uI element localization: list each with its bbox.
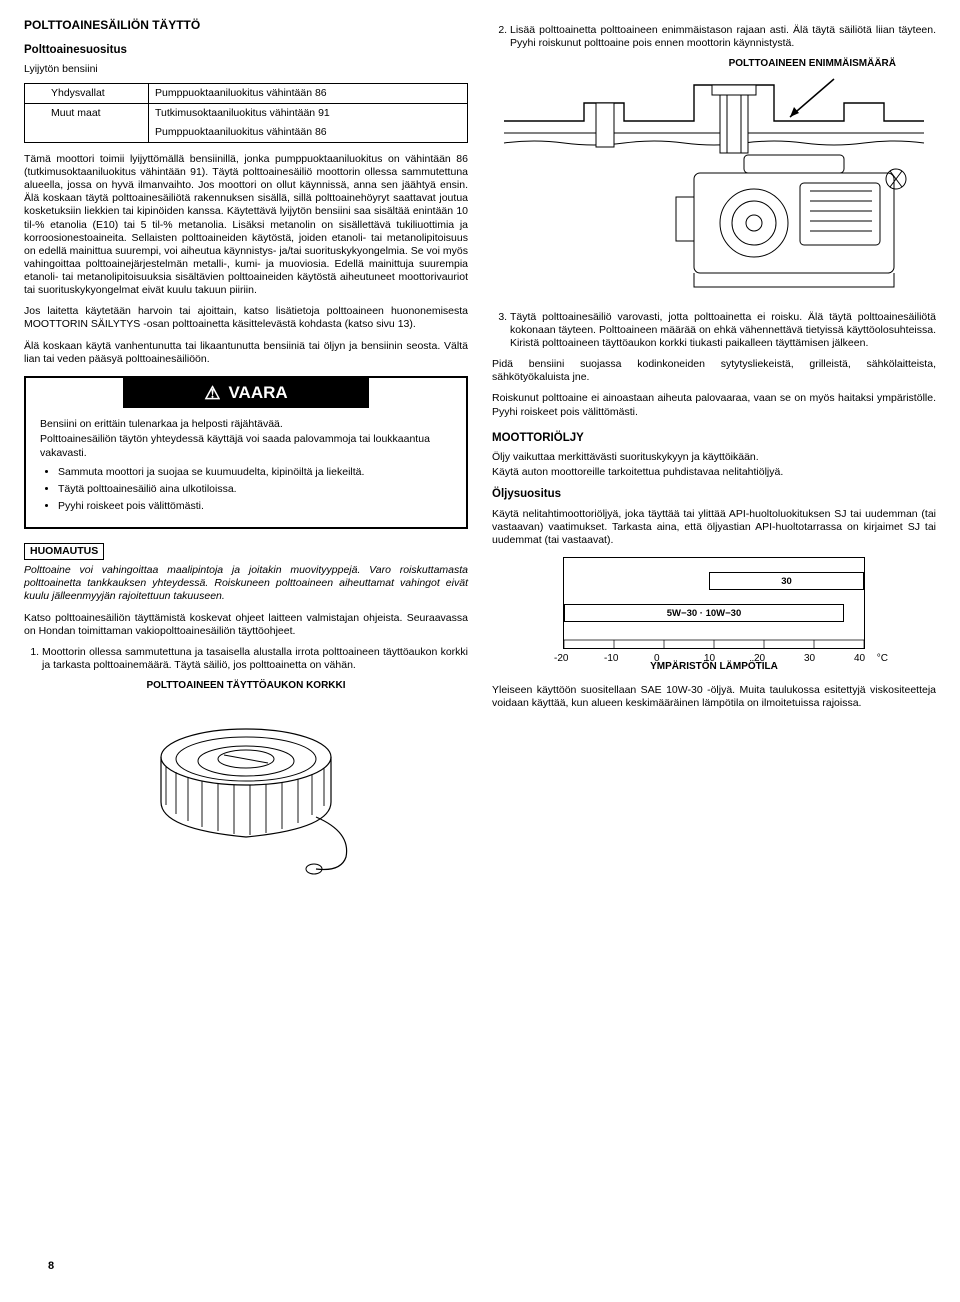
steps-right-2: Lisää polttoainetta polttoaineen enimmäi…	[492, 24, 936, 50]
tick-1: -10	[604, 653, 618, 666]
oil-bar-5w30: 5W−30 · 10W−30	[564, 604, 844, 622]
step-2: Lisää polttoainetta polttoaineen enimmäi…	[510, 24, 936, 50]
oil-p3: Käytä nelitahtimoottoriöljyä, joka täytt…	[492, 508, 936, 547]
cap-figure-label: POLTTOAINEEN TÄYTTÖAUKON KORKKI	[24, 680, 468, 693]
notice-paragraph: Polttoaine voi vahingoittaa maalipintoja…	[24, 564, 468, 603]
oil-title: MOOTTORIÖLJY	[492, 431, 936, 445]
tick-3: 10	[704, 653, 715, 666]
danger-li2: Täytä polttoainesäiliö aina ulkotiloissa…	[58, 483, 452, 496]
danger-li1: Sammuta moottori ja suojaa se kuumuudelt…	[58, 466, 452, 479]
oil-p1: Öljy vaikuttaa merkittävästi suorituskyk…	[492, 451, 936, 464]
danger-p2: Polttoainesäiliön täytön yhteydessä käyt…	[40, 433, 452, 459]
left-para-2: Jos laitetta käytetään harvoin tai ajoit…	[24, 305, 468, 331]
oil-sub: Öljysuositus	[492, 487, 936, 501]
fuel-cap-figure	[116, 697, 376, 877]
fuel-r1c1: Yhdysvallat	[25, 83, 149, 103]
fuel-rec-heading: Polttoainesuositus	[24, 43, 468, 57]
danger-li3: Pyyhi roiskeet pois välittömästi.	[58, 500, 452, 513]
fuel-r1c2: Pumppuoktaaniluokitus vähintään 86	[149, 83, 468, 103]
right-para-1: Pidä bensiini suojassa kodinkoneiden syt…	[492, 358, 936, 384]
oil-p2: Käytä auton moottoreille tarkoitettua pu…	[492, 466, 936, 479]
left-para-3: Älä koskaan käytä vanhentunutta tai lika…	[24, 340, 468, 366]
notice-badge: HUOMAUTUS	[24, 543, 104, 560]
steps-right-3: Täytä polttoainesäiliö varovasti, jotta …	[492, 311, 936, 350]
fuel-level-figure	[492, 73, 936, 303]
fuel-r2c2a: Tutkimusoktaaniluokitus vähintään 91	[149, 103, 468, 123]
tick-2: 0	[654, 653, 660, 666]
fuel-r2c2b: Pumppuoktaaniluokitus vähintään 86	[149, 123, 468, 143]
after-notice-paragraph: Katso polttoainesäiliön täyttämistä kosk…	[24, 612, 468, 638]
oil-p4: Yleiseen käyttöön suositellaan SAE 10W-3…	[492, 684, 936, 710]
left-title: POLTTOAINESÄILIÖN TÄYTTÖ	[24, 18, 468, 33]
steps-left: Moottorin ollessa sammutettuna ja tasais…	[24, 646, 468, 672]
page-number: 8	[48, 1260, 54, 1274]
warning-icon: ⚠	[204, 382, 220, 405]
tick-0: -20	[554, 653, 568, 666]
tick-unit: °C	[877, 653, 888, 666]
danger-word: VAARA	[228, 382, 287, 403]
fuel-table: Yhdysvallat Pumppuoktaaniluokitus vähint…	[24, 83, 468, 143]
tick-5: 30	[804, 653, 815, 666]
danger-header: ⚠ VAARA	[123, 378, 369, 409]
danger-p1: Bensiini on erittäin tulenarkaa ja helpo…	[40, 418, 452, 431]
left-para-1: Tämä moottori toimii lyijyttömällä bensi…	[24, 153, 468, 297]
fuel-row-header: Lyijytön bensiini	[24, 63, 468, 76]
step-3: Täytä polttoainesäiliö varovasti, jotta …	[510, 311, 936, 350]
tick-4: 20	[754, 653, 765, 666]
oil-chart: 30 5W−30 · 10W−30 -20 -10 0 10 20 30 40 …	[492, 557, 936, 674]
right-para-2: Roiskunut polttoaine ei ainoastaan aiheu…	[492, 392, 936, 418]
step-1: Moottorin ollessa sammutettuna ja tasais…	[42, 646, 468, 672]
fuel-r2c1: Muut maat	[25, 103, 149, 142]
fuel-level-label: POLTTOAINEEN ENIMMÄISMÄÄRÄ	[492, 58, 936, 71]
oil-bar-30: 30	[709, 572, 864, 590]
tick-6: 40	[854, 653, 865, 666]
danger-box: ⚠ VAARA Bensiini on erittäin tulenarkaa …	[24, 376, 468, 529]
